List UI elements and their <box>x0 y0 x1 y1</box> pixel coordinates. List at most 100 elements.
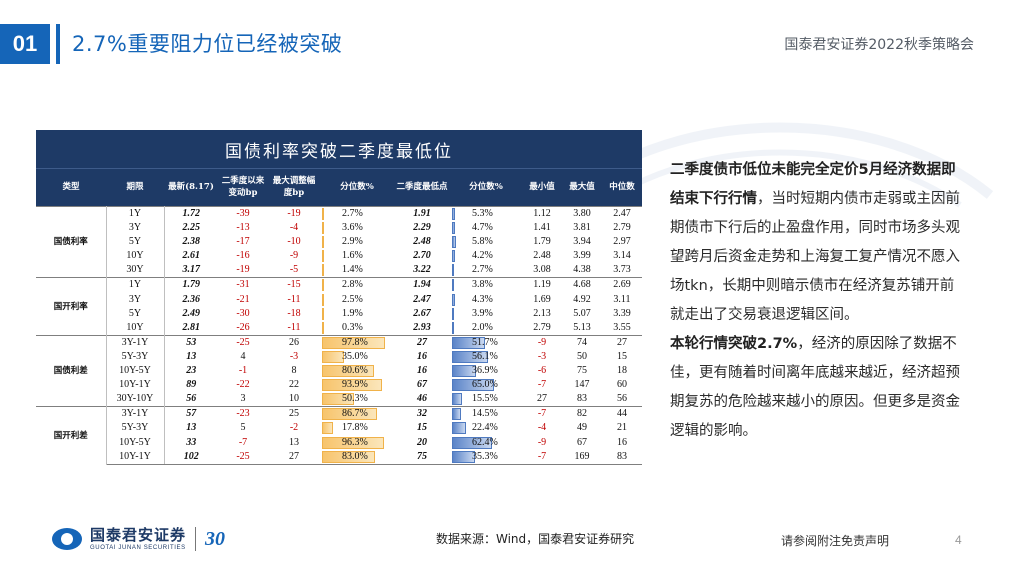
median-cell: 3.39 <box>613 307 631 319</box>
change-cell: -23 <box>218 406 268 422</box>
percentile-cell: 35.3% <box>450 449 522 465</box>
section-separator <box>56 24 60 64</box>
latest-cell: 2.49 <box>182 307 201 319</box>
category-label: 国债利差 <box>36 334 107 407</box>
term-cell: 3Y-1Y <box>106 334 165 350</box>
change-cell: 4 <box>240 350 246 362</box>
percentile-cell: 80.6% <box>320 364 394 378</box>
percentile-value: 3.9% <box>472 307 493 319</box>
page-number: 4 <box>955 533 962 547</box>
percentile-bar <box>452 336 485 349</box>
percentile-value: 4.7% <box>472 222 493 234</box>
percentile-bar <box>452 436 492 449</box>
percentile-cell: 86.7% <box>320 406 394 422</box>
term-cell: 5Y <box>106 306 165 321</box>
median-cell: 16 <box>617 436 627 448</box>
table-row: 国开利差 3Y-1Y 57 -23 25 86.7% 32 14.5% -7 82 44 <box>36 406 642 465</box>
percentile-cell: 65.0% <box>450 378 522 392</box>
term-cell: 30Y <box>106 263 165 278</box>
percentile-cell: 3.9% <box>450 307 522 321</box>
min-cell: 2.48 <box>533 250 551 262</box>
latest-cell: 56 <box>186 393 197 405</box>
max-cell: 4.38 <box>573 264 591 276</box>
percentile-cell: 1.6% <box>320 249 394 263</box>
percentile-bar <box>452 222 455 235</box>
max-cell: 75 <box>577 365 587 377</box>
max-adjust-cell: -5 <box>289 264 299 276</box>
median-cell: 2.79 <box>613 222 631 234</box>
max-adjust-cell: -15 <box>268 277 320 293</box>
term-cell: 3Y <box>106 221 165 236</box>
min-cell: -4 <box>537 422 547 434</box>
section-number: 01 <box>0 24 50 64</box>
term-cell: 3Y-1Y <box>106 406 165 422</box>
max-adjust-cell: -10 <box>287 236 301 248</box>
q2-low-cell: 2.47 <box>413 293 431 305</box>
percentile-value: 62.4% <box>472 436 498 448</box>
term-cell: 5Y <box>106 235 165 250</box>
col-header: 类型 <box>36 168 106 207</box>
percentile-cell: 4.2% <box>450 249 522 263</box>
min-cell: -9 <box>522 334 562 350</box>
latest-cell: 2.25 <box>182 222 201 234</box>
max-adjust-cell: 8 <box>291 365 297 377</box>
q2-low-cell: 2.67 <box>413 307 431 319</box>
q2-low-cell: 32 <box>394 406 450 422</box>
percentile-value: 1.4% <box>342 264 363 276</box>
change-cell: -19 <box>236 264 250 276</box>
percentile-bar <box>452 393 462 406</box>
min-cell: 2.13 <box>533 307 551 319</box>
q2-low-cell: 2.29 <box>413 222 431 234</box>
median-cell: 60 <box>617 379 627 391</box>
percentile-bar <box>452 208 455 220</box>
max-cell: 50 <box>577 350 587 362</box>
commentary-text: ，经济的原因除了数据不佳，更有随着时间离年底越来越近，经济超预期复苏的危险越来越… <box>670 336 960 439</box>
change-cell: -39 <box>218 206 268 222</box>
median-cell: 3.14 <box>613 250 631 262</box>
latest-cell: 2.81 <box>182 321 201 333</box>
logo-text-en: GUOTAI JUNAN SECURITIES <box>90 544 186 551</box>
max-cell: 74 <box>562 334 602 350</box>
percentile-bar <box>322 422 333 435</box>
percentile-bar <box>322 222 324 235</box>
table-row: 10Y-5Y 23 -1 8 80.6% 16 36.9% -6 75 18 <box>36 364 642 379</box>
min-cell: 1.79 <box>533 236 551 248</box>
max-adjust-cell: -3 <box>289 350 299 362</box>
latest-cell: 13 <box>186 422 197 434</box>
percentile-bar <box>452 422 466 435</box>
table-row: 10Y-1Y 102 -25 27 83.0% 75 35.3% -7 169 83 <box>36 449 642 465</box>
median-cell: 18 <box>617 365 627 377</box>
percentile-cell: 83.0% <box>320 449 394 465</box>
min-cell: 1.12 <box>522 206 562 222</box>
table-row: 30Y 3.17 -19 -5 1.4% 3.22 2.7% 3.08 4.38 3.73 <box>36 263 642 278</box>
q2-low-cell: 75 <box>394 449 450 465</box>
percentile-value: 2.5% <box>342 293 363 305</box>
max-adjust-cell: 25 <box>268 406 320 422</box>
percentile-cell: 1.9% <box>320 307 394 321</box>
median-cell: 83 <box>602 449 642 465</box>
term-cell: 1Y <box>106 277 165 293</box>
category-label: 国开利差 <box>36 406 107 465</box>
term-cell: 10Y <box>106 320 165 336</box>
q2-low-cell: 46 <box>417 393 427 405</box>
table-header-row: 类型 期限 最新(8.17) 二季度以来变动bp 最大调整幅度bp 分位数% 二… <box>36 168 642 207</box>
latest-cell: 1.79 <box>164 277 218 293</box>
max-cell: 3.81 <box>573 222 591 234</box>
q2-low-cell: 1.91 <box>394 206 450 222</box>
percentile-cell: 36.9% <box>450 364 522 378</box>
percentile-cell: 62.4% <box>450 436 522 450</box>
percentile-cell: 15.5% <box>450 392 522 407</box>
percentile-bar <box>452 250 455 263</box>
percentile-bar <box>322 336 385 349</box>
percentile-value: 83.0% <box>342 450 368 462</box>
percentile-bar <box>452 293 455 306</box>
table-title: 国债利率突破二季度最低位 <box>36 130 642 168</box>
percentile-value: 2.0% <box>472 321 493 333</box>
col-header: 最新(8.17) <box>164 168 218 207</box>
term-cell: 3Y <box>106 292 165 307</box>
min-cell: -7 <box>537 379 547 391</box>
col-header: 最大值 <box>562 168 602 207</box>
max-cell: 5.13 <box>573 321 591 333</box>
col-header: 期限 <box>106 168 164 207</box>
term-cell: 10Y-1Y <box>106 449 165 465</box>
